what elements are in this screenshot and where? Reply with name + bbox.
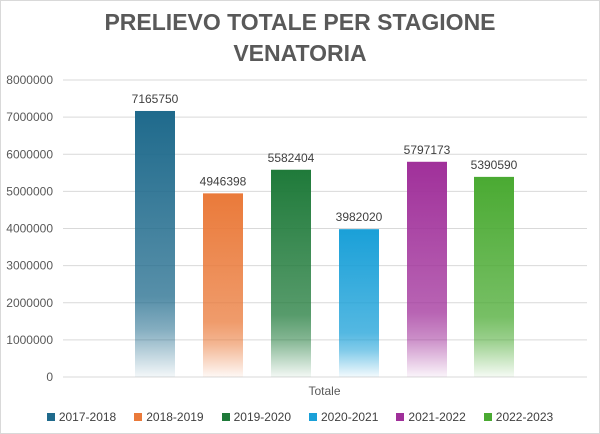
- legend-item-2017-2018: 2017-2018: [46, 410, 117, 424]
- legend-label: 2021-2022: [408, 410, 466, 424]
- legend-item-2021-2022: 2021-2022: [396, 410, 466, 424]
- data-label-2019-2020: 5582404: [268, 151, 315, 165]
- y-tick-label: 8000000: [6, 73, 53, 87]
- chart-title-line-2: VENATORIA: [233, 40, 367, 66]
- y-tick-label: 0: [46, 370, 53, 384]
- bar-2018-2019: [203, 193, 243, 377]
- legend-item-2022-2023: 2022-2023: [483, 410, 554, 424]
- legend-swatch: [134, 413, 143, 421]
- bar-2021-2022: [407, 161, 447, 377]
- bar-2020-2021: [339, 229, 379, 377]
- data-label-2022-2023: 5390590: [471, 158, 518, 172]
- legend-label: 2020-2021: [321, 410, 379, 424]
- legend-item-2018-2019: 2018-2019: [134, 410, 204, 424]
- legend-label: 2019-2020: [233, 410, 291, 424]
- legend-swatch: [396, 413, 405, 421]
- data-label-2017-2018: 7165750: [132, 92, 179, 106]
- y-tick-label: 2000000: [6, 296, 53, 310]
- y-tick-label: 4000000: [6, 222, 53, 236]
- legend-swatch: [483, 413, 492, 421]
- chart-legend: 2017-2018 2018-2019 2019-2020 2020-2021 2021…: [1, 410, 599, 424]
- data-label-2018-2019: 4946398: [200, 174, 247, 188]
- legend-label: 2018-2019: [146, 410, 204, 424]
- chart-title-line-1: PRELIEVO TOTALE PER STAGIONE: [104, 9, 496, 35]
- y-tick-label: 3000000: [6, 259, 53, 273]
- legend-swatch: [309, 413, 317, 421]
- chart-title: PRELIEVO TOTALE PER STAGIONE VENATORIA: [1, 7, 599, 69]
- legend-swatch: [221, 413, 230, 421]
- legend-item-2019-2020: 2019-2020: [221, 410, 291, 424]
- y-tick-label: 6000000: [6, 147, 53, 161]
- legend-label: 2017-2018: [58, 410, 117, 424]
- bar-2017-2018: [135, 110, 175, 378]
- y-tick-label: 7000000: [6, 110, 53, 124]
- legend-item-2020-2021: 2020-2021: [309, 410, 378, 424]
- legend-swatch: [46, 413, 55, 421]
- legend-label: 2022-2023: [495, 410, 554, 424]
- y-tick-label: 1000000: [6, 333, 53, 347]
- bar-2019-2020: [271, 169, 311, 377]
- bar-2022-2023: [474, 176, 514, 377]
- y-tick-label: 5000000: [6, 184, 53, 198]
- data-label-2020-2021: 3982020: [336, 210, 383, 224]
- x-tick-label: Totale: [308, 384, 340, 398]
- data-label-2021-2022: 5797173: [404, 143, 451, 157]
